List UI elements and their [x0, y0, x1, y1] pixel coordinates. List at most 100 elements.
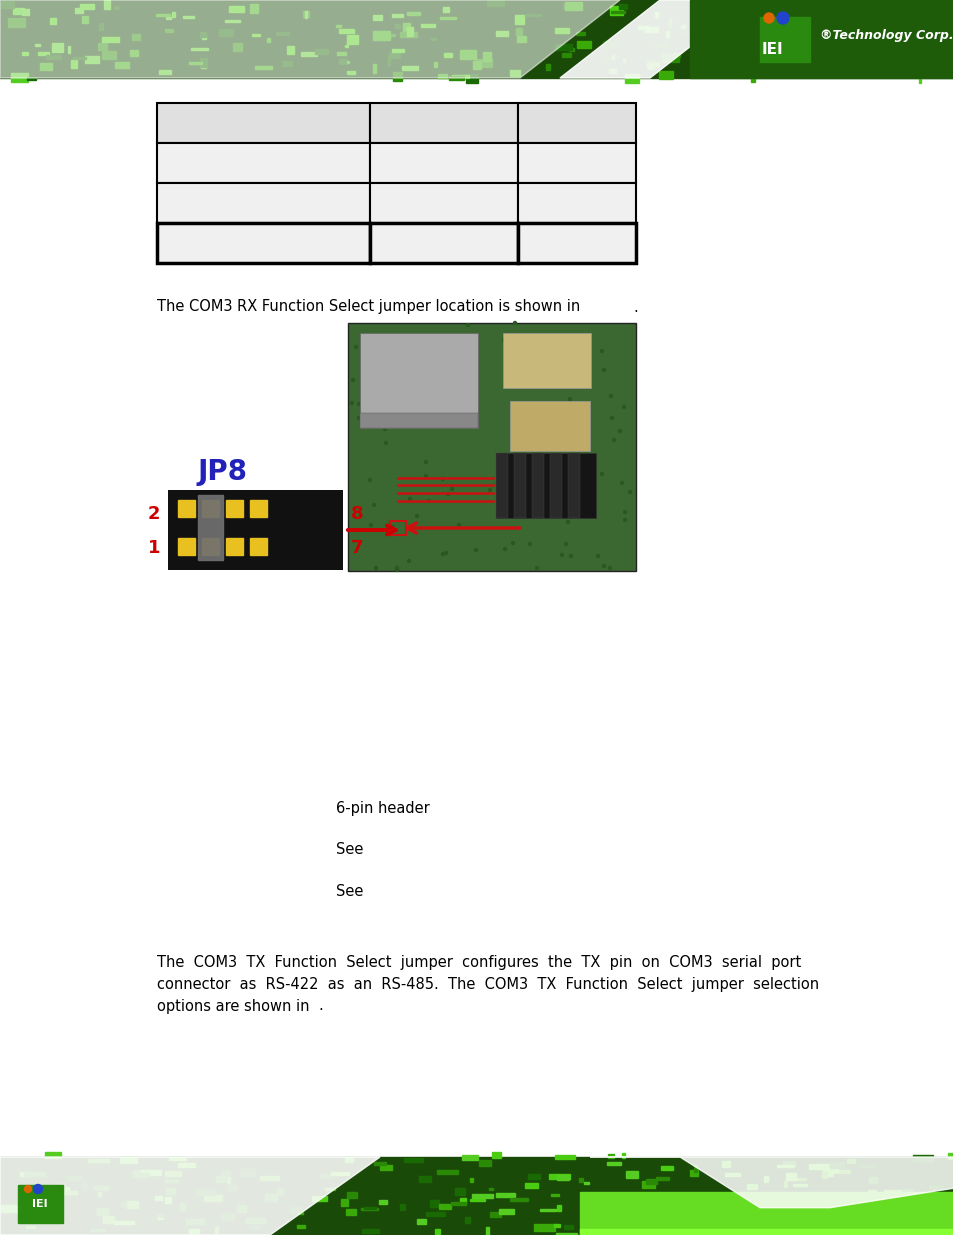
Bar: [792, 1184, 806, 1186]
Bar: [687, 1195, 693, 1200]
Circle shape: [355, 346, 357, 348]
Bar: [165, 1171, 181, 1176]
Bar: [436, 1170, 457, 1174]
Bar: [646, 64, 654, 69]
Bar: [489, 1188, 493, 1191]
Bar: [154, 1195, 162, 1200]
Bar: [707, 4, 714, 7]
Bar: [704, 53, 708, 62]
Bar: [331, 1172, 349, 1174]
Bar: [438, 1204, 451, 1209]
Circle shape: [369, 524, 372, 526]
Bar: [878, 1195, 887, 1202]
Bar: [370, 103, 517, 143]
Bar: [901, 1189, 912, 1195]
Bar: [8, 19, 25, 27]
Text: 6-pin header: 6-pin header: [335, 800, 429, 815]
Bar: [814, 19, 823, 28]
Bar: [836, 0, 842, 2]
Bar: [672, 53, 679, 57]
Bar: [743, 2, 751, 9]
Circle shape: [368, 478, 371, 482]
Bar: [314, 49, 328, 54]
Bar: [165, 1179, 178, 1182]
Bar: [132, 1170, 150, 1174]
Bar: [373, 15, 381, 20]
Bar: [868, 1177, 876, 1183]
Bar: [482, 52, 491, 61]
Circle shape: [441, 552, 444, 556]
Bar: [45, 1152, 61, 1158]
Bar: [275, 32, 289, 35]
Bar: [882, 46, 886, 54]
Bar: [567, 453, 579, 517]
Bar: [418, 1176, 431, 1182]
Circle shape: [488, 489, 491, 492]
Bar: [930, 49, 939, 54]
Bar: [50, 19, 56, 23]
Circle shape: [537, 438, 541, 441]
Bar: [360, 1208, 377, 1210]
Bar: [779, 1230, 792, 1235]
Text: ®Technology Corp.: ®Technology Corp.: [820, 28, 953, 42]
Bar: [655, 12, 658, 17]
Circle shape: [560, 553, 563, 557]
Text: .: .: [633, 300, 638, 315]
Bar: [94, 1186, 108, 1191]
Bar: [166, 1188, 174, 1194]
Bar: [22, 9, 29, 15]
Bar: [762, 59, 775, 65]
Bar: [157, 103, 370, 143]
Bar: [577, 41, 590, 48]
Bar: [730, 28, 744, 35]
Bar: [701, 17, 712, 22]
Bar: [102, 37, 119, 42]
Bar: [557, 1174, 568, 1179]
Circle shape: [350, 401, 354, 405]
Bar: [654, 42, 667, 47]
Bar: [202, 500, 219, 517]
Bar: [390, 521, 406, 535]
Bar: [0, 1157, 953, 1235]
Bar: [265, 1194, 276, 1200]
Bar: [622, 59, 624, 62]
Bar: [26, 1226, 35, 1228]
Bar: [496, 453, 596, 517]
Bar: [485, 1228, 489, 1234]
Circle shape: [610, 416, 613, 420]
Bar: [517, 143, 636, 183]
Bar: [689, 42, 696, 47]
Circle shape: [628, 490, 631, 494]
Bar: [200, 32, 206, 37]
Bar: [689, 1170, 698, 1176]
Bar: [767, 4, 779, 12]
Bar: [641, 1181, 655, 1188]
Bar: [407, 27, 413, 36]
Circle shape: [602, 564, 605, 568]
Circle shape: [574, 508, 577, 510]
Bar: [934, 38, 937, 47]
Circle shape: [351, 378, 355, 382]
Bar: [204, 1195, 222, 1200]
Bar: [516, 28, 521, 35]
Bar: [621, 1153, 624, 1158]
Bar: [189, 62, 202, 64]
Text: 1: 1: [148, 538, 160, 557]
Bar: [788, 65, 801, 69]
Bar: [455, 1188, 464, 1195]
Bar: [389, 53, 399, 58]
Bar: [22, 52, 28, 56]
Bar: [250, 500, 267, 517]
Bar: [867, 1191, 875, 1194]
Bar: [267, 38, 270, 42]
Bar: [862, 70, 867, 72]
Circle shape: [427, 499, 430, 503]
Text: See: See: [335, 884, 363, 899]
Circle shape: [599, 350, 603, 352]
Bar: [226, 500, 243, 517]
Bar: [661, 54, 679, 62]
Circle shape: [466, 324, 469, 326]
Bar: [650, 1229, 668, 1234]
Bar: [191, 48, 208, 49]
Circle shape: [558, 408, 561, 410]
